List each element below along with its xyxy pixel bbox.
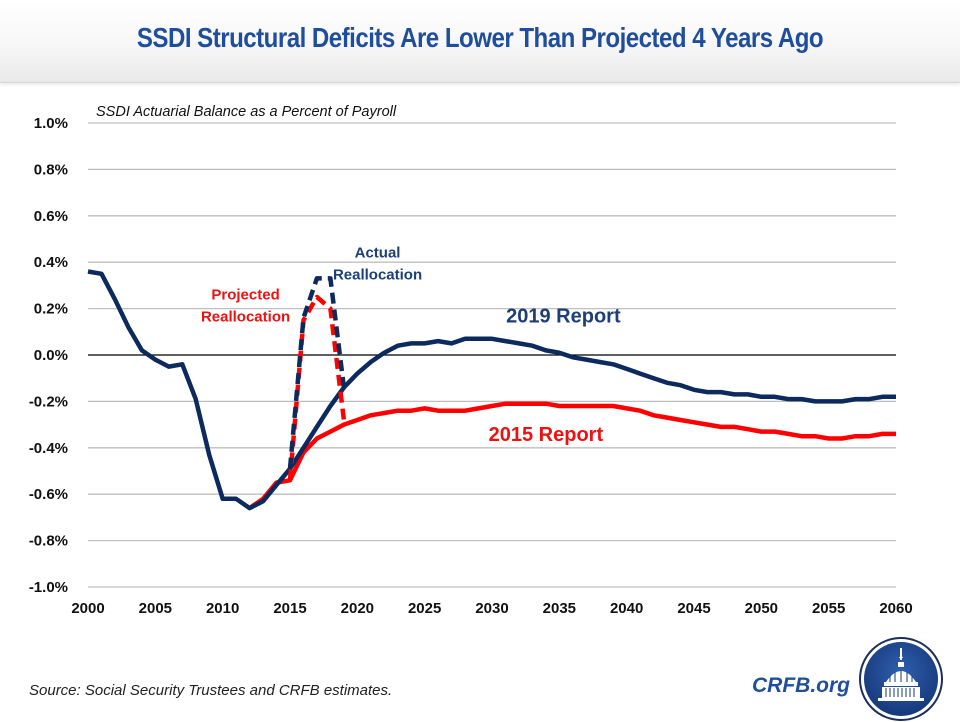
y-tick-label: 0.0% — [34, 347, 68, 364]
series-2015-report — [248, 401, 896, 510]
y-tick-label: 0.8% — [34, 161, 68, 178]
x-axis-tick-labels: 2000 2005 2010 2015 2020 2025 2030 2035 2040 2045… — [71, 600, 912, 617]
x-tick-label: 2050 — [745, 600, 778, 617]
series-2019-report — [87, 269, 896, 511]
y-axis-tick-labels: 1.0% 0.8% 0.6% 0.4% 0.2% 0.0% -0.2% -0.4% -0.6% -… — [29, 115, 68, 596]
x-tick-label: 2015 — [273, 600, 306, 617]
y-tick-label: 0.6% — [34, 208, 68, 225]
crfb-link[interactable]: CRFB.org — [752, 674, 850, 697]
annotations: Actual Reallocation Projected Reallocation 2… — [201, 245, 621, 446]
chart-title: SSDI Structural Deficits Are Lower Than … — [136, 22, 824, 53]
y-tick-label: 0.4% — [34, 254, 68, 271]
y-tick-label: -0.2% — [29, 393, 68, 410]
annotation-projected-reallocation: Projected — [211, 286, 279, 303]
source-note: Source: Social Security Trustees and CRF… — [29, 682, 393, 699]
y-tick-label: -1.0% — [29, 579, 68, 596]
annotation-actual-reallocation: Reallocation — [333, 267, 422, 284]
annotation-actual-reallocation: Actual — [355, 245, 401, 262]
series-label-2015-report: 2015 Report — [489, 424, 604, 446]
capitol-dome-icon — [859, 637, 943, 721]
y-tick-label: 1.0% — [34, 115, 68, 132]
x-tick-label: 2060 — [879, 600, 912, 617]
x-tick-label: 2030 — [475, 600, 508, 617]
title-banner: SSDI Structural Deficits Are Lower Than … — [0, 0, 960, 83]
gridlines — [88, 122, 896, 588]
x-tick-label: 2000 — [71, 600, 104, 617]
series-actual-reallocation — [287, 276, 347, 469]
y-tick-label: -0.4% — [29, 440, 68, 457]
series-label-2019-report: 2019 Report — [506, 306, 621, 328]
series-lines — [87, 269, 896, 511]
x-tick-label: 2035 — [543, 600, 576, 617]
chart-subtitle: SSDI Actuarial Balance as a Percent of P… — [96, 104, 397, 120]
x-tick-label: 2045 — [677, 600, 710, 617]
annotation-projected-reallocation: Reallocation — [201, 308, 290, 325]
x-tick-label: 2055 — [812, 600, 845, 617]
x-tick-label: 2020 — [341, 600, 374, 617]
y-tick-label: 0.2% — [34, 301, 68, 318]
x-tick-label: 2010 — [206, 600, 239, 617]
x-tick-label: 2040 — [610, 600, 643, 617]
x-tick-label: 2005 — [139, 600, 172, 617]
y-tick-label: -0.8% — [29, 533, 68, 550]
y-tick-label: -0.6% — [29, 486, 68, 503]
x-tick-label: 2025 — [408, 600, 441, 617]
